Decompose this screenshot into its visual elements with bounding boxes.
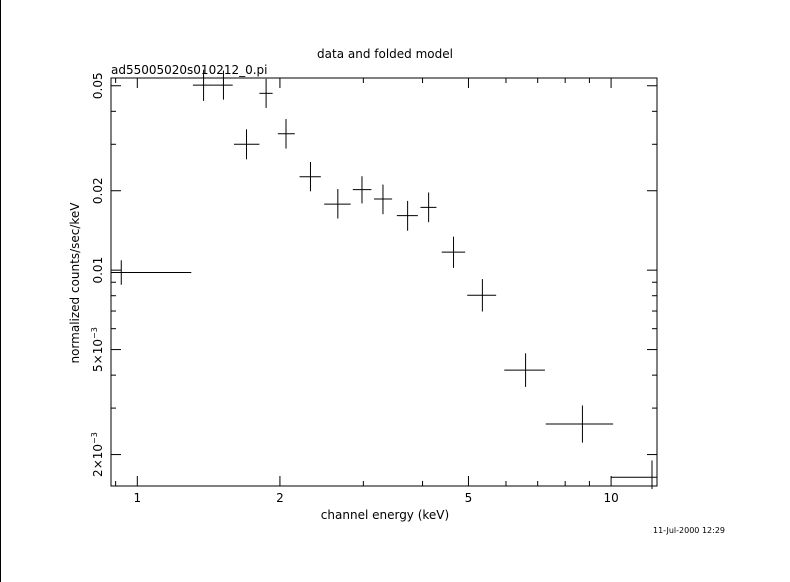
data-point	[192, 69, 214, 101]
timestamp: 11-Jul-2000 12:29	[653, 526, 725, 535]
y-axis-label: normalized counts/sec/keV	[68, 202, 82, 364]
x-tick-label: 5	[465, 491, 473, 505]
window-edge	[0, 0, 1, 582]
chart-subtitle: ad55005020s010212_0.pi	[111, 63, 268, 77]
x-tick-label: 10	[603, 491, 618, 505]
data-point	[213, 70, 233, 100]
y-tick-label: 0.05	[91, 72, 105, 99]
data-point	[259, 78, 273, 108]
y-tick-label: 0.01	[91, 257, 105, 284]
data-points	[111, 69, 657, 490]
x-tick-label: 1	[133, 491, 141, 505]
data-point	[611, 460, 657, 490]
x-axis-label: channel energy (keV)	[321, 508, 449, 522]
data-point	[504, 353, 545, 387]
axis-ticks	[111, 78, 657, 486]
data-point	[234, 129, 260, 160]
y-tick-label: 0.02	[91, 177, 105, 204]
data-point	[352, 176, 372, 204]
data-point	[374, 184, 393, 215]
plot-frame	[110, 77, 658, 487]
axis-tick-labels: 1 2 5 10 0.05 0.02 0.01 5×10−3 2×10−3	[90, 72, 619, 505]
data-point	[467, 279, 497, 312]
y-tick-label: 5×10−3	[90, 327, 105, 372]
data-point	[111, 260, 192, 285]
data-point	[545, 405, 614, 443]
y-tick-label: 2×10−3	[90, 432, 105, 477]
x-tick-label: 2	[276, 491, 284, 505]
data-point	[277, 119, 295, 149]
data-point	[441, 236, 466, 268]
data-point	[299, 162, 321, 192]
data-point	[396, 200, 418, 231]
data-point	[420, 192, 437, 223]
chart-title: data and folded model	[317, 47, 453, 61]
data-point	[324, 189, 351, 219]
